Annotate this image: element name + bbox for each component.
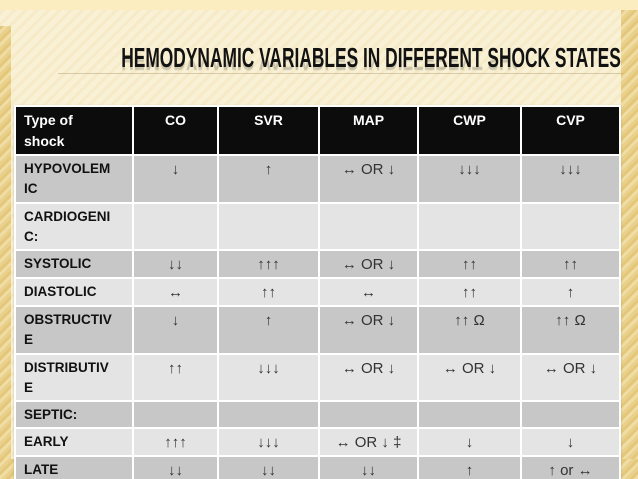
row-label: OBSTRUCTIV E <box>16 307 132 353</box>
table-header-row: Type of shock CO SVR MAP CWP CVP <box>16 107 619 154</box>
right-frame-stripe <box>621 10 638 479</box>
table-cell: ↑↑ <box>419 251 520 277</box>
table-cell: ↔ OR ↓ <box>522 354 619 400</box>
column-header-type-of-shock: Type of shock <box>16 107 132 154</box>
table-row: HYPOVOLEM IC ↓ ↑ ↔ OR ↓ ↓↓↓ ↓↓↓ <box>16 156 619 202</box>
table-cell: ↑↑ Ω <box>419 307 520 353</box>
top-accent-band <box>0 0 638 10</box>
table-cell: ↓↓ <box>320 457 417 479</box>
table-cell <box>219 203 318 249</box>
table-header: Type of shock CO SVR MAP CWP CVP <box>16 107 619 154</box>
table-cell: ↑↑ <box>219 279 318 305</box>
table-cell: ↑↑ <box>419 279 520 305</box>
table-cell <box>219 402 318 428</box>
row-label: DIASTOLIC <box>16 279 132 305</box>
column-header-svr: SVR <box>219 107 318 154</box>
table-cell: ↔ OR ↓ <box>320 307 417 353</box>
table-cell: ↓↓↓ <box>219 429 318 456</box>
table-cell: ↑ or ↔ <box>522 457 619 479</box>
table-row: SYSTOLIC ↓↓ ↑↑↑ ↔ OR ↓ ↑↑ ↑↑ <box>16 251 619 277</box>
table-cell: ↓↓ <box>134 251 217 277</box>
column-header-co: CO <box>134 107 217 154</box>
table-cell: ↑↑ <box>522 251 619 277</box>
table-cell: ↓ <box>522 429 619 456</box>
table-cell: ↑ <box>219 156 318 202</box>
row-label: CARDIOGENI C: <box>16 203 132 249</box>
table-cell <box>419 402 520 428</box>
table-cell: ↓ <box>134 307 217 353</box>
table-cell: ↔ <box>134 279 217 305</box>
table-cell: ↓ <box>419 429 520 456</box>
row-label: EARLY <box>16 429 132 456</box>
row-label: HYPOVOLEM IC <box>16 156 132 202</box>
column-header-cwp: CWP <box>419 107 520 154</box>
table-cell: ↔ OR ↓ <box>320 156 417 202</box>
table-cell: ↑ <box>219 307 318 353</box>
title-divider-line <box>58 73 623 74</box>
table-row: EARLY ↑↑↑ ↓↓↓ ↔ OR ↓ ‡ ↓ ↓ <box>16 429 619 456</box>
table-row: DISTRIBUTIV E ↑↑ ↓↓↓ ↔ OR ↓ ↔ OR ↓ ↔ OR ↓ <box>16 354 619 400</box>
table-cell: ↑↑ <box>134 354 217 400</box>
table-cell: ↔ OR ↓ ‡ <box>320 429 417 456</box>
table-cell <box>320 402 417 428</box>
table-cell: ↔ OR ↓ <box>320 354 417 400</box>
title-block: HEMODYNAMIC VARIABLES IN DIFFERENT SHOCK… <box>0 44 638 89</box>
hemodynamics-table: Type of shock CO SVR MAP CWP CVP HYPOVOLEM IC… <box>14 105 621 479</box>
column-header-map: MAP <box>320 107 417 154</box>
table-cell: ↓↓↓ <box>419 156 520 202</box>
row-label: LATE <box>16 457 132 479</box>
column-header-cvp: CVP <box>522 107 619 154</box>
row-label: SYSTOLIC <box>16 251 132 277</box>
table-cell <box>134 203 217 249</box>
table-cell: ↓↓↓ <box>522 156 619 202</box>
table-cell: ↑↑ Ω <box>522 307 619 353</box>
table-cell: ↑↑↑ <box>219 251 318 277</box>
table-cell: ↑ <box>419 457 520 479</box>
table-cell <box>522 402 619 428</box>
table-row: OBSTRUCTIV E ↓ ↑ ↔ OR ↓ ↑↑ Ω ↑↑ Ω <box>16 307 619 353</box>
table-cell: ↔ <box>320 279 417 305</box>
table-cell: ↔ OR ↓ <box>419 354 520 400</box>
table-cell <box>134 402 217 428</box>
table-row: SEPTIC: <box>16 402 619 428</box>
table-row: LATE ↓↓ ↓↓ ↓↓ ↑ ↑ or ↔ <box>16 457 619 479</box>
table-cell: ↑ <box>522 279 619 305</box>
row-label: DISTRIBUTIV E <box>16 354 132 400</box>
left-frame-stripe <box>0 26 11 479</box>
table-cell: ↓ <box>134 156 217 202</box>
table-cell: ↑↑↑ <box>134 429 217 456</box>
table-body: HYPOVOLEM IC ↓ ↑ ↔ OR ↓ ↓↓↓ ↓↓↓ CARDIOGENI C: S… <box>16 156 619 479</box>
slide-title: HEMODYNAMIC VARIABLES IN DIFFERENT SHOCK… <box>121 42 621 73</box>
slide-title-reflection: HEMODYNAMIC VARIABLES IN DIFFERENT SHOCK… <box>121 59 517 74</box>
table-cell: ↓↓↓ <box>219 354 318 400</box>
table-cell: ↔ OR ↓ <box>320 251 417 277</box>
table-cell <box>522 203 619 249</box>
table-row: DIASTOLIC ↔ ↑↑ ↔ ↑↑ ↑ <box>16 279 619 305</box>
table-cell <box>320 203 417 249</box>
table-cell: ↓↓ <box>134 457 217 479</box>
table-row: CARDIOGENI C: <box>16 203 619 249</box>
table-cell <box>419 203 520 249</box>
table-cell: ↓↓ <box>219 457 318 479</box>
row-label: SEPTIC: <box>16 402 132 428</box>
